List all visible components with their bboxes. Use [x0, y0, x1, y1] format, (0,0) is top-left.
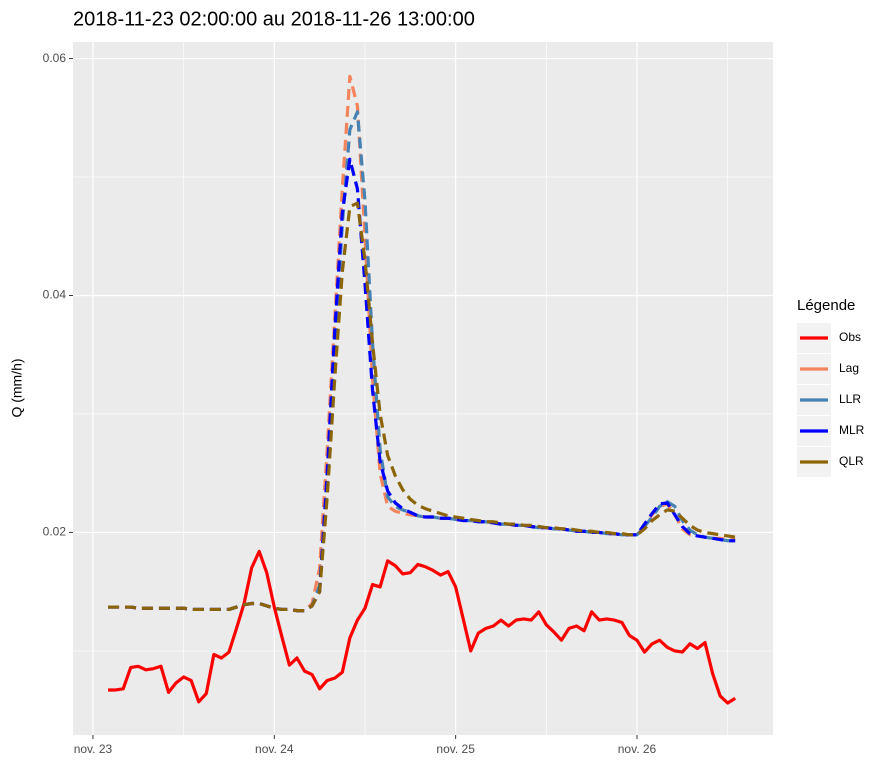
panel — [73, 42, 773, 735]
legend-title: Légende — [797, 297, 855, 314]
x-tick-label: nov. 26 — [618, 742, 657, 756]
legend-label: QLR — [839, 454, 864, 468]
y-tick-label: 0.06 — [43, 51, 67, 65]
x-tick-label: nov. 25 — [436, 742, 475, 756]
series-line — [108, 201, 736, 613]
y-tick-label: 0.02 — [43, 525, 67, 539]
legend-label: Obs — [839, 330, 861, 344]
legend-label: Lag — [839, 361, 859, 375]
chart-title: 2018-11-23 02:00:00 au 2018-11-26 13:00:… — [73, 8, 475, 30]
x-tick-label: nov. 23 — [74, 742, 113, 756]
legend-label: MLR — [839, 423, 865, 437]
y-tick-label: 0.04 — [43, 288, 67, 302]
y-axis-label: Q (mm/h) — [9, 358, 25, 417]
x-tick-label: nov. 24 — [255, 742, 294, 756]
series-line — [108, 549, 737, 705]
legend-label: LLR — [839, 392, 861, 406]
